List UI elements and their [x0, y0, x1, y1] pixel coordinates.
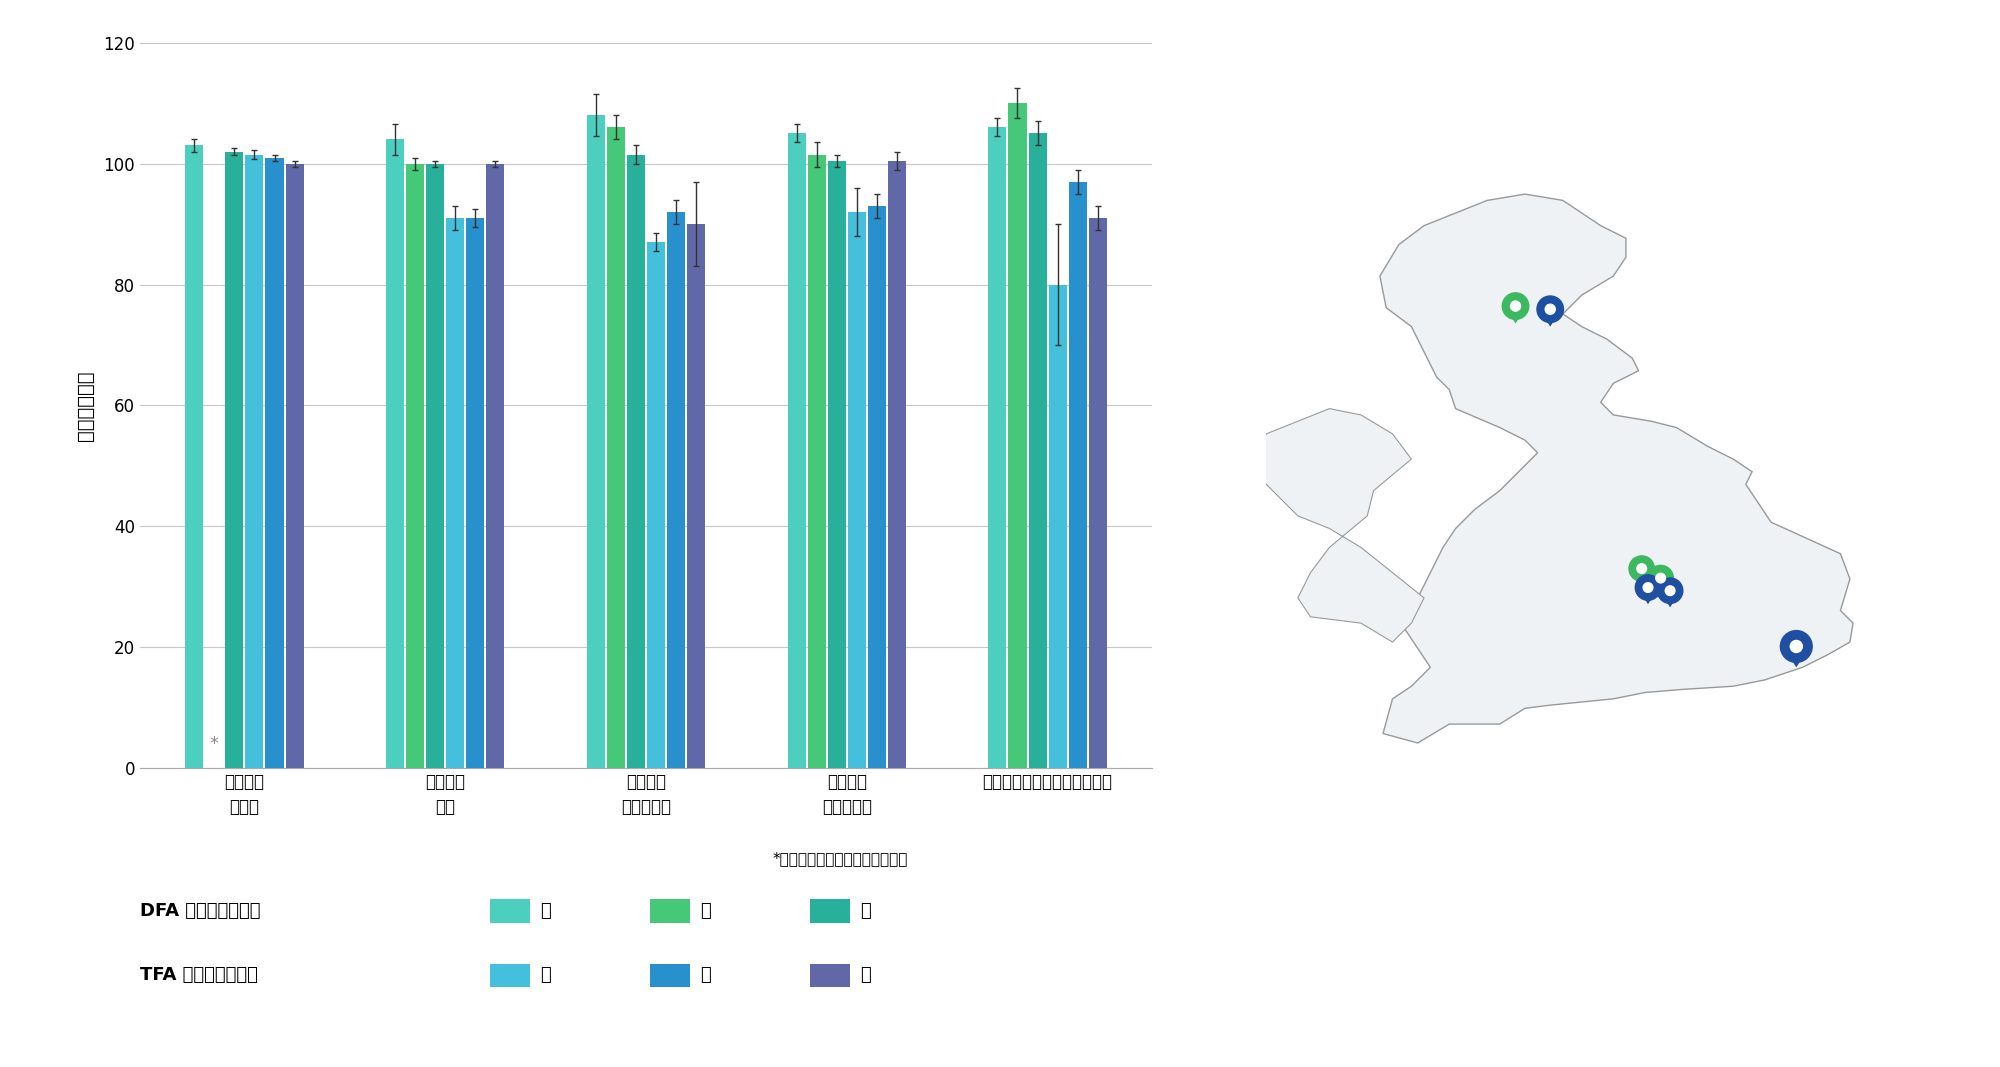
- Circle shape: [1644, 583, 1652, 592]
- Text: TFA の回収率レベル: TFA の回収率レベル: [140, 967, 258, 984]
- Bar: [486, 163, 504, 768]
- Bar: [888, 160, 906, 768]
- Polygon shape: [1380, 194, 1854, 743]
- Bar: [848, 212, 866, 768]
- Bar: [1068, 181, 1086, 768]
- Circle shape: [1648, 566, 1674, 591]
- Polygon shape: [1650, 578, 1672, 594]
- Circle shape: [1536, 296, 1564, 322]
- Polygon shape: [1630, 569, 1652, 586]
- Bar: [1008, 103, 1026, 768]
- Bar: [868, 206, 886, 768]
- Bar: [648, 242, 666, 768]
- Polygon shape: [1660, 591, 1680, 607]
- Text: 低: 低: [540, 967, 550, 984]
- Circle shape: [1780, 631, 1812, 663]
- Polygon shape: [1638, 588, 1658, 604]
- Text: 高: 高: [860, 967, 870, 984]
- Bar: [286, 163, 304, 768]
- Text: 高: 高: [860, 903, 870, 920]
- Bar: [688, 224, 706, 768]
- Bar: [808, 155, 826, 768]
- Circle shape: [1510, 301, 1520, 312]
- Text: 中: 中: [700, 903, 710, 920]
- Polygon shape: [1248, 409, 1424, 642]
- Bar: [606, 127, 624, 768]
- Bar: [828, 160, 846, 768]
- Circle shape: [1546, 304, 1556, 315]
- Bar: [788, 133, 806, 768]
- Bar: [266, 158, 284, 768]
- Bar: [466, 218, 484, 768]
- Bar: [1048, 285, 1066, 768]
- Bar: [246, 155, 264, 768]
- Circle shape: [1636, 575, 1660, 601]
- Bar: [386, 140, 404, 768]
- Polygon shape: [1782, 647, 1810, 667]
- Bar: [668, 212, 686, 768]
- Bar: [626, 155, 644, 768]
- Bar: [988, 127, 1006, 768]
- Bar: [1088, 218, 1106, 768]
- Circle shape: [1636, 563, 1646, 573]
- Bar: [186, 145, 204, 768]
- Bar: [406, 163, 424, 768]
- Bar: [226, 152, 244, 768]
- Circle shape: [1666, 586, 1674, 595]
- Polygon shape: [1504, 306, 1526, 323]
- Text: 中: 中: [700, 967, 710, 984]
- Text: 低: 低: [540, 903, 550, 920]
- Text: *前処理ミスのため削除しました: *前処理ミスのため削除しました: [772, 851, 908, 866]
- Circle shape: [1502, 292, 1528, 319]
- Bar: [426, 163, 444, 768]
- Circle shape: [1790, 640, 1802, 653]
- Text: DFA の回収率レベル: DFA の回収率レベル: [140, 903, 260, 920]
- Y-axis label: 回収率（％）: 回収率（％）: [76, 370, 96, 441]
- Bar: [586, 115, 604, 768]
- Bar: [1028, 133, 1046, 768]
- Circle shape: [1658, 578, 1682, 604]
- Circle shape: [1628, 556, 1654, 582]
- Text: *: *: [210, 735, 218, 753]
- Polygon shape: [1538, 309, 1562, 327]
- Bar: [446, 218, 464, 768]
- Circle shape: [1656, 573, 1666, 583]
